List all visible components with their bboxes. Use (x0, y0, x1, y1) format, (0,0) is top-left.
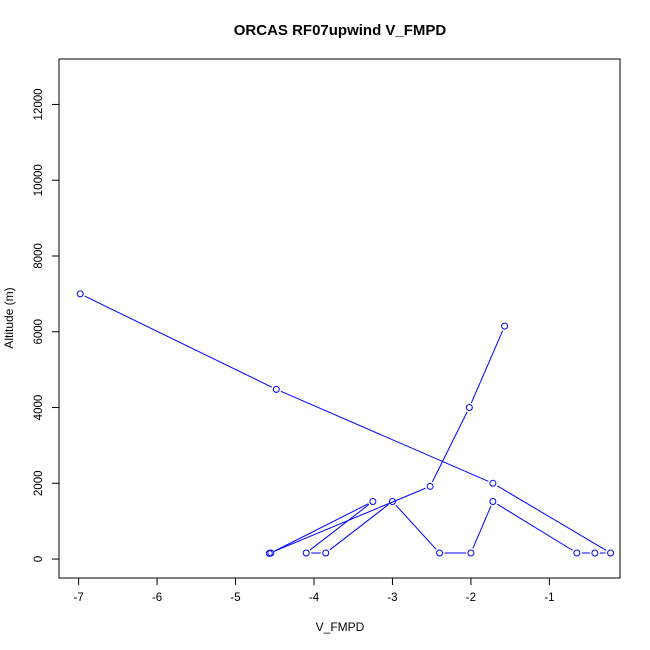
data-point (501, 322, 509, 330)
y-tick-label: 0 (33, 556, 45, 562)
data-points (76, 290, 615, 557)
x-axis-label: V_FMPD (316, 620, 365, 634)
x-tick-label: -5 (230, 592, 240, 604)
data-point (467, 549, 475, 557)
y-axis-label: Altitude (m) (2, 287, 16, 348)
series-segment (395, 504, 437, 550)
series-segment (84, 295, 273, 388)
data-point (465, 404, 473, 412)
series-segment (472, 505, 492, 549)
data-point (489, 479, 497, 487)
data-point (591, 549, 599, 557)
data-point (272, 385, 280, 393)
data-point (436, 549, 444, 557)
chart-title: ORCAS RF07upwind V_FMPD (234, 22, 447, 39)
series-segment (329, 504, 389, 551)
series-segment (470, 330, 504, 404)
series-line (84, 295, 607, 554)
x-tick-label: -4 (309, 592, 320, 604)
series-segment (273, 487, 426, 552)
data-point (322, 549, 330, 557)
x-tick-label: -2 (466, 592, 476, 604)
y-tick-label: 2000 (33, 470, 45, 496)
x-tick-label: -3 (387, 592, 397, 604)
x-tick-label: -1 (544, 592, 554, 604)
y-axis: 0 2000 4000 6000 8000 10000 12000 (33, 88, 60, 562)
series-segment (309, 504, 370, 551)
data-point (265, 549, 273, 557)
y-tick-label: 4000 (33, 395, 45, 421)
x-tick-label: -6 (152, 592, 162, 604)
data-point (426, 482, 434, 490)
data-point (76, 290, 84, 298)
series-segment (275, 503, 369, 552)
data-point (388, 497, 396, 505)
data-point (607, 549, 615, 557)
y-tick-label: 12000 (33, 88, 45, 120)
x-axis: -7 -6 -5 -4 -3 -2 -1 (73, 577, 555, 604)
x-tick-label: -7 (73, 592, 83, 604)
series-segment (431, 411, 468, 483)
data-point (489, 497, 497, 505)
series-segment (496, 485, 607, 551)
y-tick-label: 10000 (33, 164, 45, 196)
series-segment (280, 390, 489, 482)
series-segment (496, 503, 573, 551)
data-point (302, 549, 310, 557)
data-point (573, 549, 581, 557)
y-tick-label: 8000 (33, 243, 45, 269)
data-point (369, 497, 377, 505)
y-tick-label: 6000 (33, 319, 45, 345)
